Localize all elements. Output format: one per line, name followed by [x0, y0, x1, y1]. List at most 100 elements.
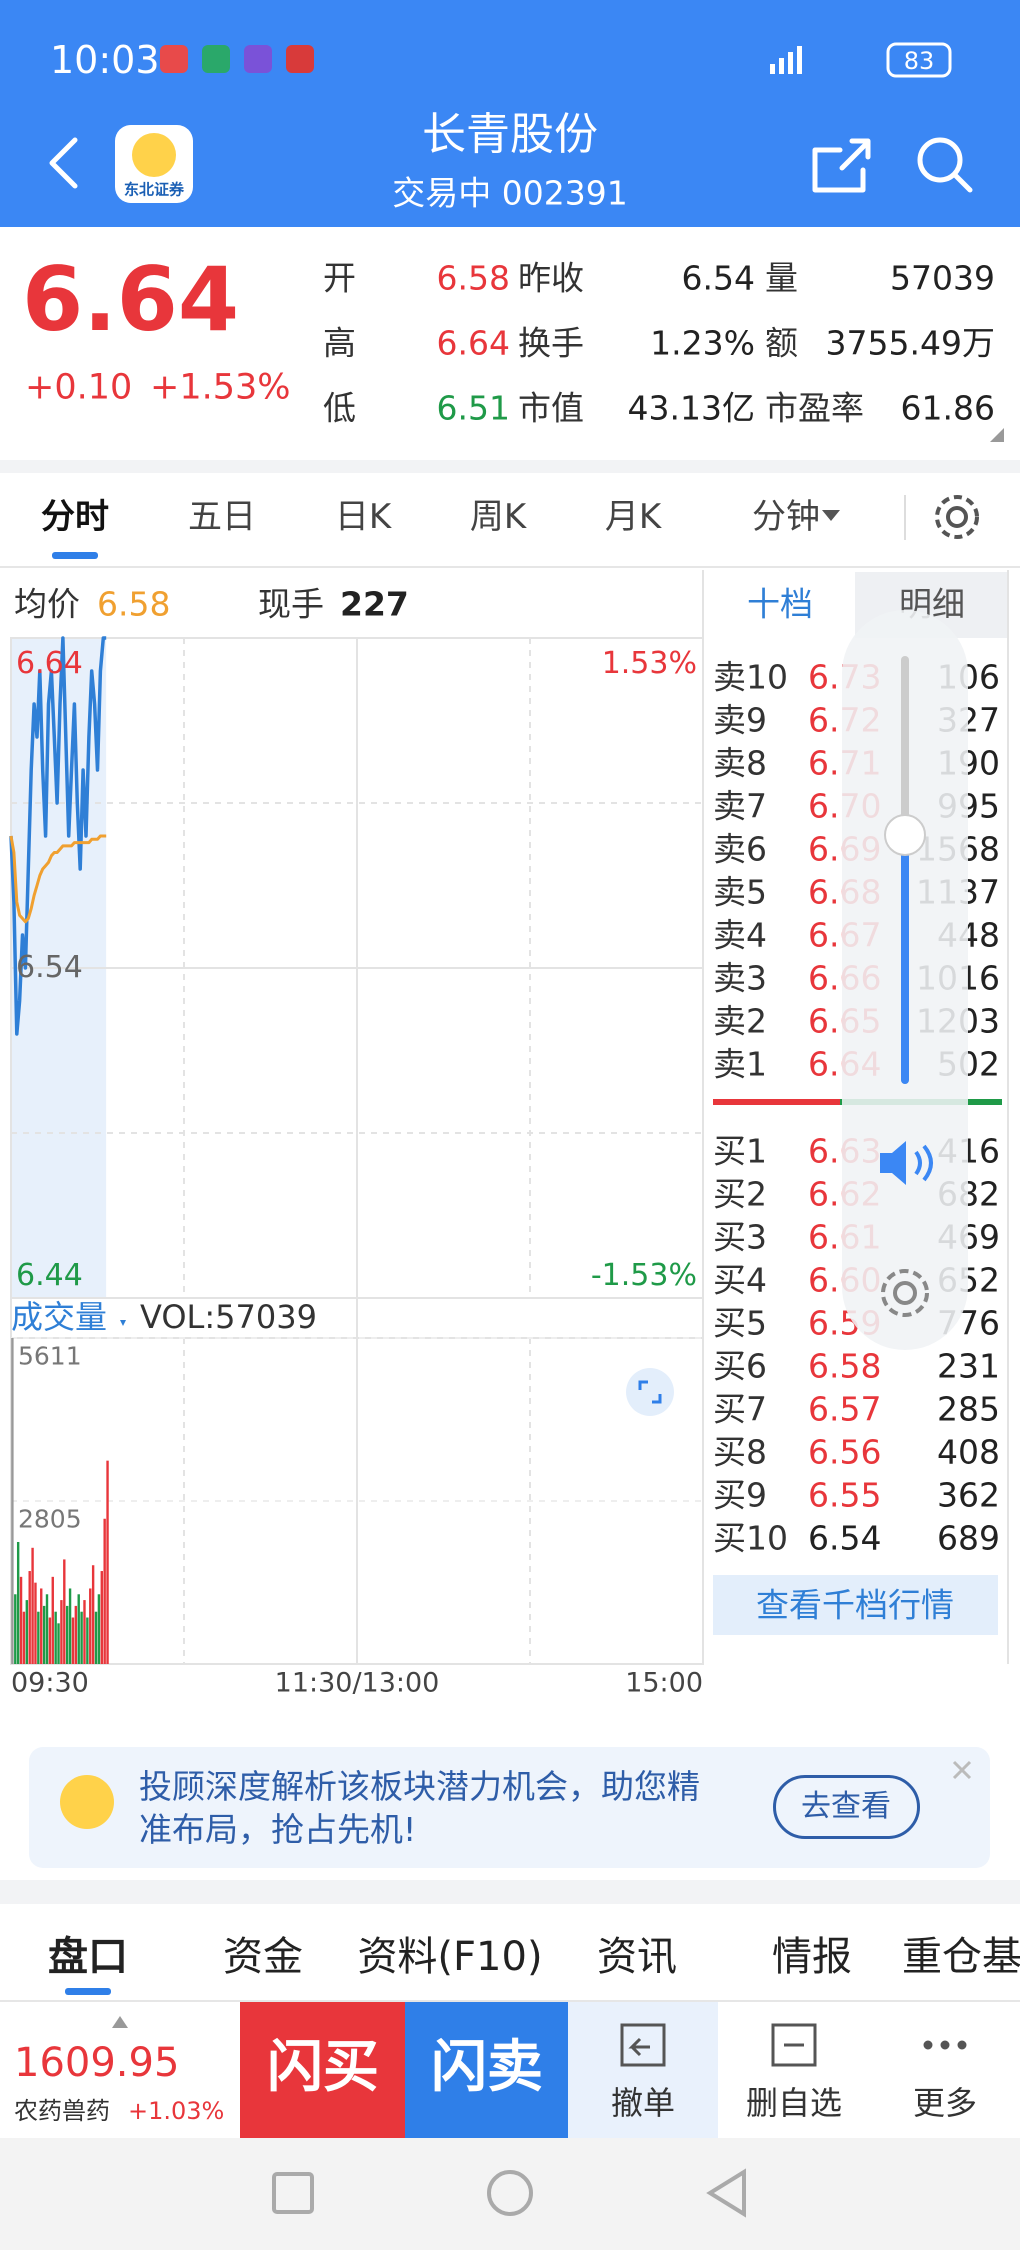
nav-icons[interactable] — [272, 2168, 746, 2218]
up-triangle — [112, 2016, 128, 2028]
stat-value: 6.64 — [436, 323, 510, 363]
avg-label: 均价 — [14, 584, 80, 624]
nav-bar — [0, 2138, 1020, 2250]
book-label: 买5 — [713, 1303, 767, 1343]
book-price: 6.55 — [808, 1475, 882, 1515]
volume-bar — [91, 1565, 95, 1664]
volume-bar — [100, 1571, 103, 1664]
bottom-tab[interactable]: 资料(F10) — [357, 1934, 543, 1980]
hand-label: 现手 — [258, 584, 324, 624]
book-tab[interactable]: 十档 — [747, 584, 813, 624]
sell-button-bg[interactable] — [405, 2001, 568, 2138]
book-label: 卖4 — [713, 915, 767, 955]
remove-button[interactable]: 删自选 — [745, 2084, 843, 2122]
back-icon[interactable] — [49, 137, 78, 189]
volume-bar — [83, 1600, 86, 1664]
battery-icon — [886, 42, 952, 78]
expand-icon-arrows — [638, 1380, 662, 1404]
volume-bar — [42, 1605, 46, 1664]
more-button[interactable]: 更多 — [912, 2084, 978, 2122]
period-tab[interactable]: 五日 — [188, 497, 256, 537]
search-icon[interactable] — [917, 137, 963, 183]
stat-label: 市盈率 — [765, 388, 864, 428]
cancel-button[interactable]: 撤单 — [610, 2084, 676, 2122]
volume-bar — [89, 1588, 92, 1664]
price-line — [9, 834, 107, 924]
volume-bar — [37, 1611, 40, 1664]
index-name: 农药兽药 — [14, 2097, 110, 2125]
slider-knob[interactable] — [884, 814, 926, 856]
expand-icon[interactable] — [626, 1368, 674, 1416]
close-icon[interactable] — [952, 1760, 972, 1780]
period-tab[interactable]: 日K — [334, 497, 392, 537]
volume-bar — [54, 1611, 57, 1664]
book-label: 买9 — [713, 1475, 767, 1515]
buy-button-bg[interactable] — [240, 2001, 405, 2138]
bottom-tab[interactable]: 资讯 — [597, 1934, 677, 1980]
y2-tick-label: 1.53% — [601, 646, 697, 681]
book-volume: 689 — [937, 1518, 1000, 1558]
stat-value: 6.58 — [436, 258, 510, 298]
banner-bg — [29, 1747, 990, 1868]
stat-value: 61.86 — [900, 388, 995, 428]
book-label: 卖6 — [713, 829, 767, 869]
tab-underline — [52, 552, 98, 559]
book-price: 6.57 — [808, 1389, 882, 1429]
stat-value: 1.23% — [650, 323, 755, 363]
bottom-tab[interactable]: 重仓基 — [902, 1934, 1020, 1980]
order-book-button-bg[interactable] — [713, 1575, 998, 1635]
period-tab[interactable]: 月K — [604, 497, 662, 537]
book-label: 买8 — [713, 1432, 767, 1472]
bottom-tab[interactable]: 情报 — [772, 1934, 852, 1980]
share-icon[interactable] — [812, 138, 871, 193]
stat-label: 量 — [765, 258, 798, 298]
stat-label: 市值 — [518, 388, 584, 428]
volume-bar — [68, 1588, 72, 1664]
stat-label: 开 — [323, 258, 356, 298]
book-price: 6.58 — [808, 1346, 882, 1386]
volume-bar — [51, 1576, 54, 1664]
book-price: 6.54 — [808, 1518, 882, 1558]
period-tab[interactable]: 分钟 — [752, 497, 820, 537]
stock-subtitle: 交易中 002391 — [392, 173, 628, 213]
bottom-tab[interactable]: 盘口 — [48, 1934, 128, 1980]
buy-button[interactable]: 闪买 — [267, 2035, 379, 2100]
stat-value: 57039 — [890, 258, 995, 298]
volume-subtitle: VOL:57039 — [140, 1298, 317, 1336]
volume-bar — [80, 1611, 83, 1664]
slider-graphics — [880, 656, 933, 1317]
banner-text: 投顾深度解析该板块潜力机会，助您精准布局，抢占先机! — [139, 1767, 700, 1849]
period-tab[interactable]: 周K — [469, 497, 527, 537]
price-change-pct: +1.53% — [150, 367, 291, 408]
volume-bar — [106, 1460, 109, 1664]
banner-button-frame[interactable] — [773, 1775, 920, 1839]
volume-bar — [25, 1600, 29, 1664]
stat-value: 6.51 — [436, 388, 510, 428]
book-label: 卖9 — [713, 700, 767, 740]
settings-icon[interactable] — [935, 495, 979, 539]
period-tab[interactable]: 分时 — [41, 497, 109, 537]
index-value: 1609.95 — [14, 2040, 180, 2086]
volume-title[interactable]: 成交量 — [11, 1298, 108, 1336]
sell-button[interactable]: 闪卖 — [431, 2035, 543, 2100]
y-tick-label: 6.44 — [16, 1258, 83, 1293]
speaker-waves — [914, 1144, 933, 1182]
banner-button[interactable]: 去查看 — [801, 1789, 891, 1824]
speaker-icon[interactable] — [880, 1141, 906, 1185]
y-tick-label: 5611 — [18, 1341, 82, 1371]
volume-bar — [19, 1576, 23, 1664]
volume-bar — [14, 1594, 17, 1664]
status-time: 10:03 — [50, 38, 160, 82]
avg-value: 6.58 — [97, 584, 171, 624]
volume-bar — [60, 1600, 63, 1664]
app-icons — [160, 45, 314, 73]
stat-value: 43.13亿 — [627, 388, 755, 428]
bottom-tab[interactable]: 资金 — [223, 1934, 303, 1980]
gear-icon[interactable] — [893, 1281, 917, 1305]
book-more[interactable]: 查看千档行情 — [756, 1585, 954, 1625]
gear-icon-teeth — [881, 1269, 929, 1317]
volume-slider-overlay[interactable] — [842, 610, 968, 1350]
volume-bar — [65, 1605, 69, 1664]
